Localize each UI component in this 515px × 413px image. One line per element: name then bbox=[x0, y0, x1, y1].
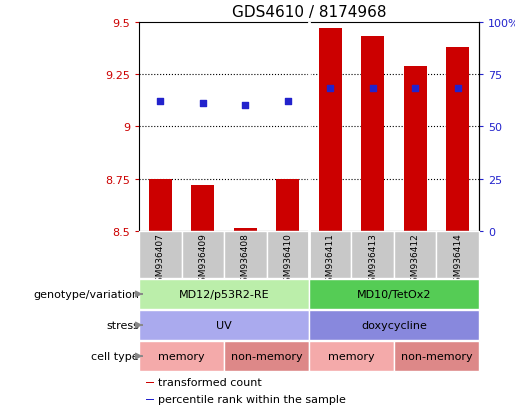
Bar bbox=[446, 48, 469, 231]
Bar bbox=[394, 341, 479, 371]
Text: non-memory: non-memory bbox=[231, 351, 302, 361]
Bar bbox=[436, 231, 479, 279]
Text: GDS4610 / 8174968: GDS4610 / 8174968 bbox=[232, 5, 386, 21]
Text: stress: stress bbox=[106, 320, 139, 330]
Bar bbox=[139, 231, 182, 279]
Text: memory: memory bbox=[328, 351, 375, 361]
Text: MD12/p53R2-RE: MD12/p53R2-RE bbox=[179, 289, 269, 299]
Point bbox=[156, 99, 164, 105]
Text: UV: UV bbox=[216, 320, 232, 330]
Point bbox=[241, 103, 249, 109]
Bar bbox=[224, 231, 267, 279]
Bar bbox=[276, 179, 299, 231]
Point bbox=[199, 101, 207, 107]
Point bbox=[326, 85, 334, 92]
Text: GSM936413: GSM936413 bbox=[368, 233, 377, 287]
Bar bbox=[224, 341, 309, 371]
Text: GSM936410: GSM936410 bbox=[283, 233, 292, 287]
Bar bbox=[404, 66, 427, 231]
Bar bbox=[139, 341, 224, 371]
Bar bbox=[309, 231, 351, 279]
Text: genotype/variation: genotype/variation bbox=[33, 289, 139, 299]
Bar bbox=[267, 231, 309, 279]
Point bbox=[411, 85, 419, 92]
Text: memory: memory bbox=[158, 351, 205, 361]
Bar bbox=[394, 231, 437, 279]
Point bbox=[284, 99, 292, 105]
Bar bbox=[191, 185, 214, 231]
Bar bbox=[149, 179, 172, 231]
Point bbox=[369, 85, 377, 92]
Bar bbox=[351, 231, 394, 279]
Text: GSM936408: GSM936408 bbox=[241, 233, 250, 287]
Bar bbox=[146, 399, 154, 400]
Text: GSM936412: GSM936412 bbox=[411, 233, 420, 287]
Bar bbox=[234, 228, 257, 231]
Text: GSM936411: GSM936411 bbox=[326, 233, 335, 287]
Text: GSM936409: GSM936409 bbox=[198, 233, 207, 287]
Text: GSM936407: GSM936407 bbox=[156, 233, 165, 287]
Bar bbox=[146, 382, 154, 383]
Text: transformed count: transformed count bbox=[158, 377, 262, 387]
Text: percentile rank within the sample: percentile rank within the sample bbox=[158, 394, 346, 404]
Bar bbox=[361, 37, 384, 231]
Bar bbox=[182, 231, 224, 279]
Text: doxycycline: doxycycline bbox=[361, 320, 427, 330]
Bar bbox=[309, 341, 394, 371]
Bar bbox=[319, 29, 342, 231]
Point bbox=[454, 85, 462, 92]
Bar bbox=[309, 311, 479, 340]
Text: GSM936414: GSM936414 bbox=[453, 233, 462, 287]
Bar bbox=[139, 280, 309, 309]
Text: non-memory: non-memory bbox=[401, 351, 472, 361]
Bar bbox=[309, 280, 479, 309]
Bar bbox=[139, 311, 309, 340]
Text: MD10/TetOx2: MD10/TetOx2 bbox=[357, 289, 431, 299]
Text: cell type: cell type bbox=[92, 351, 139, 361]
